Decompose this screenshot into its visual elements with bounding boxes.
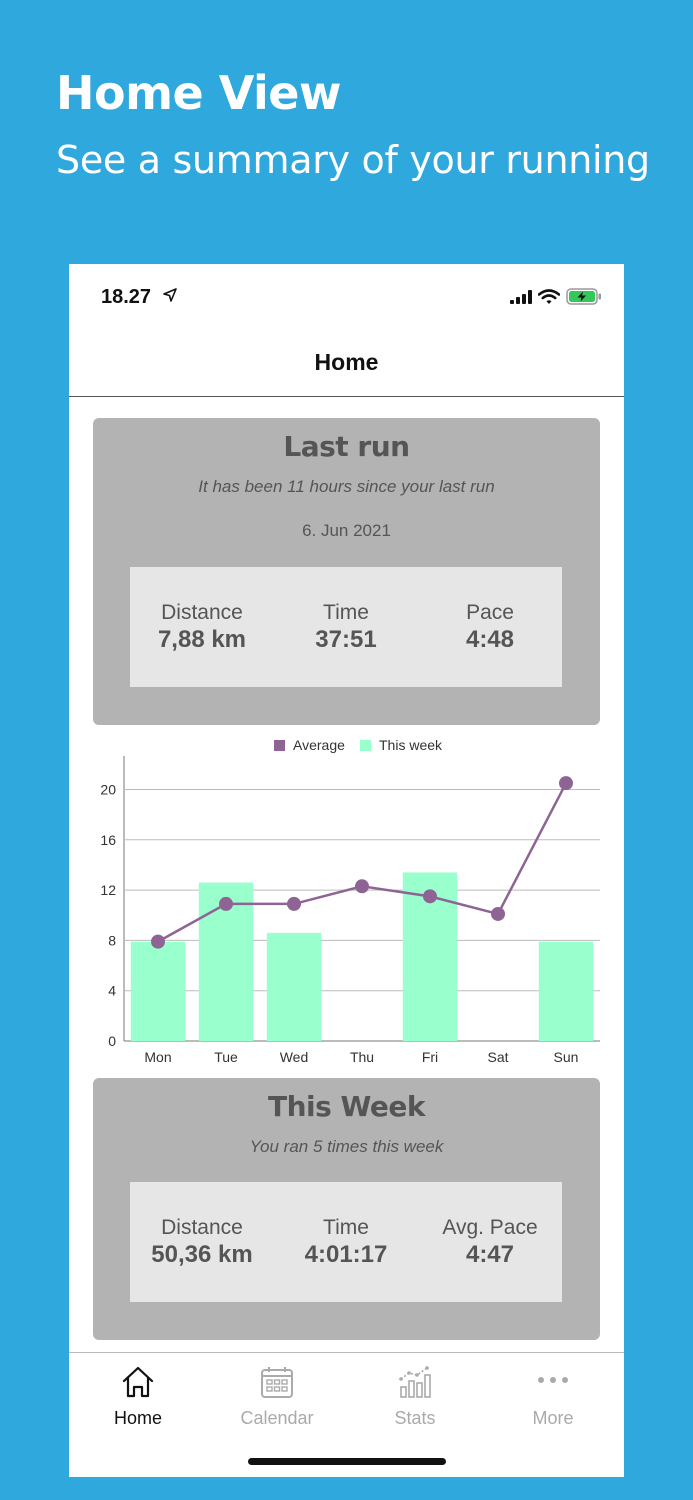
- x-tick-label: Sun: [554, 1049, 579, 1065]
- status-icons: [510, 288, 602, 310]
- x-tick-label: Sat: [487, 1049, 508, 1065]
- average-point-fri: [423, 889, 437, 904]
- average-point-sat: [491, 906, 505, 921]
- y-tick-label: 12: [100, 882, 116, 898]
- bar-sun: [538, 941, 594, 1041]
- promo-title: Home View: [56, 66, 342, 120]
- last-run-title: Last run: [283, 430, 410, 463]
- legend-swatch-average: [274, 740, 285, 751]
- this-week-card: This Week You ran 5 times this week Dist…: [93, 1078, 600, 1340]
- last-run-time: Time 37:51: [274, 567, 418, 687]
- y-tick-label: 0: [108, 1033, 116, 1049]
- legend-label-average: Average: [293, 737, 345, 753]
- average-point-mon: [151, 934, 165, 949]
- chart-legend: Average This week: [274, 737, 443, 753]
- nav-title: Home: [314, 349, 379, 375]
- bar-mon: [130, 941, 186, 1041]
- tab-label: More: [532, 1408, 574, 1428]
- weekly-distance-chart: Average This week 0 4 8 12 16 20 Mon Tue Wed Thu…: [100, 737, 600, 1065]
- stat-value: 7,88 km: [157, 626, 247, 653]
- y-tick-label: 8: [108, 932, 116, 948]
- stat-value: 37:51: [315, 626, 377, 653]
- this-week-time: Time 4:01:17: [274, 1182, 418, 1302]
- y-tick-label: 16: [100, 832, 116, 848]
- this-week-subtitle: You ran 5 times this week: [249, 1137, 444, 1156]
- location-arrow-icon: [163, 288, 177, 307]
- stat-label: Distance: [161, 1216, 243, 1239]
- x-tick-label: Fri: [422, 1049, 438, 1065]
- stats-icon: [397, 1366, 433, 1403]
- tab-stats[interactable]: Stats: [346, 1365, 484, 1429]
- stat-value: 50,36 km: [151, 1241, 253, 1268]
- calendar-icon: [259, 1367, 295, 1403]
- stat-label: Distance: [161, 601, 243, 624]
- this-week-title: This Week: [267, 1090, 426, 1123]
- x-tick-label: Wed: [280, 1049, 309, 1065]
- average-point-thu: [355, 879, 369, 894]
- status-bar: 18.27: [69, 264, 624, 324]
- x-tick-label: Thu: [350, 1049, 374, 1065]
- signal-icon: [510, 289, 532, 309]
- stat-label: Time: [323, 601, 369, 624]
- y-tick-label: 4: [108, 983, 116, 999]
- battery-icon: [566, 288, 602, 310]
- last-run-date: 6. Jun 2021: [302, 521, 391, 540]
- tab-label: Home: [113, 1408, 162, 1428]
- this-week-stats: Distance 50,36 km Time 4:01:17 Avg. Pace…: [130, 1182, 562, 1302]
- tab-bar: Home Calendar Stats More: [69, 1352, 624, 1477]
- stat-label: Avg. Pace: [442, 1216, 538, 1239]
- promo-subtitle: See a summary of your running: [56, 138, 650, 182]
- stat-value: 4:01:17: [304, 1241, 388, 1268]
- more-icon: [535, 1377, 571, 1403]
- legend-label-this-week: This week: [379, 737, 443, 753]
- stat-label: Time: [323, 1216, 369, 1239]
- bar-wed: [266, 932, 322, 1041]
- x-tick-label: Mon: [144, 1049, 171, 1065]
- stat-value: 4:47: [465, 1241, 515, 1268]
- tab-more[interactable]: More: [484, 1365, 622, 1429]
- last-run-pace: Pace 4:48: [418, 567, 562, 687]
- last-run-stats: Distance 7,88 km Time 37:51 Pace 4:48: [130, 567, 562, 687]
- phone-screen: 18.27 Home Last run It has been 11 hours…: [69, 264, 624, 1477]
- last-run-subtitle: It has been 11 hours since your last run: [198, 477, 495, 496]
- this-week-avg-pace: Avg. Pace 4:47: [418, 1182, 562, 1302]
- stat-label: Pace: [466, 601, 514, 624]
- wifi-icon: [537, 288, 561, 310]
- tab-calendar[interactable]: Calendar: [208, 1365, 346, 1429]
- this-week-distance: Distance 50,36 km: [130, 1182, 274, 1302]
- last-run-distance: Distance 7,88 km: [130, 567, 274, 687]
- home-icon: [120, 1366, 156, 1403]
- status-time: 18.27: [101, 286, 152, 308]
- tab-home[interactable]: Home: [69, 1365, 207, 1429]
- y-tick-label: 20: [100, 781, 116, 797]
- average-point-tue: [219, 896, 233, 911]
- tab-label: Calendar: [240, 1408, 314, 1428]
- average-point-sun: [559, 776, 573, 791]
- stat-value: 4:48: [465, 626, 515, 653]
- navigation-bar: Home: [69, 324, 624, 397]
- tab-label: Stats: [394, 1408, 436, 1428]
- last-run-card: Last run It has been 11 hours since your…: [93, 418, 600, 725]
- x-tick-label: Tue: [214, 1049, 238, 1065]
- average-point-wed: [287, 896, 301, 911]
- home-indicator[interactable]: [248, 1458, 446, 1465]
- legend-swatch-this-week: [360, 740, 371, 751]
